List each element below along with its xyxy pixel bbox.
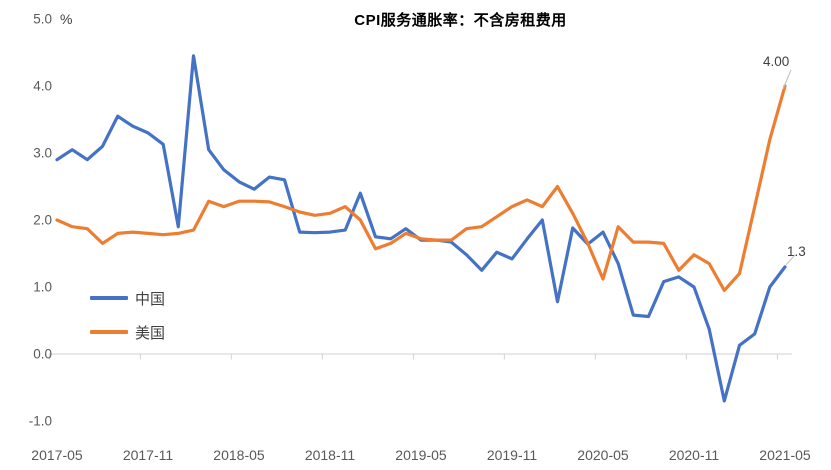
x-axis-tick-label: 2021-05 — [759, 447, 811, 463]
y-axis-tick-label: 4.0 — [33, 79, 52, 94]
data-label-china-end: 1.3 — [787, 244, 806, 259]
us-line — [55, 84, 787, 292]
legend: 中国 美国 — [90, 289, 165, 357]
series-lines — [55, 54, 787, 403]
x-axis-tick-label: 2019-11 — [487, 447, 538, 463]
y-axis-tick-label: -1.0 — [29, 414, 52, 429]
x-axis-tick-label: 2018-11 — [305, 447, 356, 463]
y-axis-tick-label: 1.0 — [33, 280, 52, 295]
x-axis-tick-label: 2020-05 — [577, 447, 629, 463]
x-axis — [48, 353, 792, 360]
x-axis-tick-label: 2019-05 — [395, 447, 447, 463]
y-axis-tick-labels: 5.0 4.0 3.0 2.0 1.0 0.0 -1.0 — [29, 12, 52, 429]
x-axis-tick-labels: 2017-05 2017-11 2018-05 2018-11 2019-05 2019-… — [31, 447, 811, 463]
chart-title: CPI服务通胀率：不含房租费用 — [354, 12, 567, 29]
legend-item-china: 中国 — [90, 289, 166, 308]
legend-label-china: 中国 — [135, 290, 166, 308]
x-axis-tick-label: 2017-11 — [123, 447, 174, 463]
data-label-us-end: 4.00 — [763, 54, 790, 69]
leader-line-us — [782, 69, 792, 90]
y-axis-tick-label: 5.0 — [33, 12, 52, 27]
x-axis-tick-label: 2020-11 — [669, 447, 720, 463]
china-line-swatch — [90, 296, 128, 300]
y-axis-tick-label: 0.0 — [33, 347, 52, 362]
us-line-swatch — [90, 330, 128, 334]
legend-label-us: 美国 — [135, 324, 166, 342]
y-axis-tick-label: 3.0 — [33, 146, 52, 161]
legend-item-us: 美国 — [90, 323, 166, 342]
leader-line-china — [785, 254, 796, 266]
china-line — [55, 54, 787, 403]
data-label-leader-lines — [782, 69, 796, 266]
y-axis-tick-label: 2.0 — [33, 213, 52, 228]
x-axis-tick-label: 2018-05 — [213, 447, 265, 463]
y-axis-unit-label: % — [60, 11, 73, 27]
x-axis-tick-label: 2017-05 — [31, 447, 83, 463]
